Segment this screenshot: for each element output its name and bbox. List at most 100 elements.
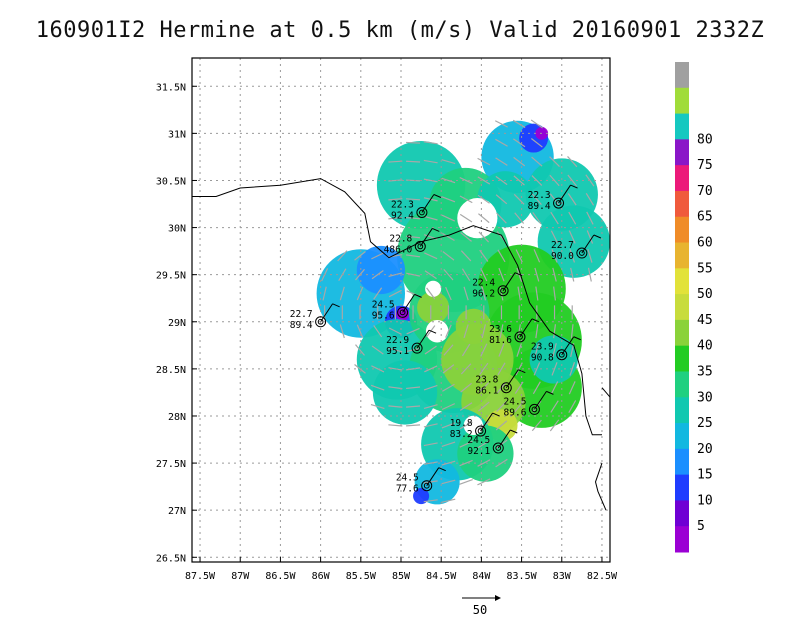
colorbar-label: 30 — [697, 390, 713, 405]
wind-vector — [460, 363, 472, 375]
wind-barb — [558, 184, 571, 204]
wind-vector — [534, 267, 540, 282]
colorbar-segment — [675, 474, 689, 501]
wind-vector — [460, 232, 472, 242]
wind-vector — [459, 478, 473, 485]
wind-vector — [569, 362, 576, 376]
wind-vector — [567, 174, 578, 187]
station-temp: 22.9 — [386, 335, 409, 346]
wind-vector — [498, 267, 505, 282]
wind-vector — [515, 249, 523, 263]
station-value: 89.4 — [528, 201, 551, 212]
wind-vector — [495, 157, 508, 166]
wind-barb — [426, 467, 440, 486]
wind-vector — [477, 176, 491, 185]
wind-vector — [441, 214, 456, 222]
wind-vector — [459, 195, 473, 204]
wind-barb — [402, 294, 416, 313]
station-ring — [514, 331, 526, 343]
y-tick-label: 30N — [168, 224, 186, 235]
wind-barb — [534, 391, 547, 410]
wind-vector — [442, 232, 455, 242]
station-ring-inner — [503, 384, 510, 391]
coastline-segment — [594, 462, 607, 511]
station-temp: 23.8 — [475, 375, 498, 386]
station-ring — [315, 316, 327, 328]
wind-vector — [480, 268, 488, 282]
y-tick-label: 27.5N — [156, 459, 186, 470]
colorbar-segment — [675, 294, 689, 321]
wind-vector — [553, 324, 557, 339]
wind-vector — [477, 194, 490, 204]
station-ring-inner — [423, 482, 430, 489]
dropsonde-station: 23.990.8 — [531, 336, 581, 364]
y-tick-label: 29.5N — [156, 271, 186, 282]
wind-barb-flag — [438, 467, 446, 472]
wind-vector — [460, 382, 472, 393]
wind-vector — [552, 343, 557, 357]
wind-vector — [423, 442, 438, 447]
y-axis-ticks: 26.5N 27N 27.5N 28N 28.5N 29N 29.5N 30N 30.5N 31N… — [156, 82, 197, 564]
wind-vector — [461, 268, 471, 281]
wind-barb-flag — [531, 318, 540, 323]
wind-vector — [406, 367, 421, 371]
colorbar-label: 15 — [697, 468, 713, 483]
wind-vector — [356, 324, 364, 338]
colorbar-label: 45 — [697, 313, 713, 328]
wind-vector — [549, 174, 560, 187]
wind-vector — [477, 157, 491, 166]
x-tick-label: 85.5W — [346, 571, 377, 582]
station-temp: 23.9 — [531, 342, 554, 353]
wind-vector — [442, 364, 455, 374]
colorbar-segment — [675, 190, 689, 218]
wind-vector — [568, 230, 576, 244]
wind-vector — [495, 138, 508, 147]
dropsonde-station: 22.392.4 — [391, 194, 442, 221]
wind-vector — [388, 424, 403, 427]
wind-vector — [477, 459, 491, 467]
dropsonde-station: 22.995.1 — [386, 329, 437, 357]
wind-vector — [517, 324, 521, 339]
x-tick-label: 84.5W — [426, 571, 457, 582]
colorbar-label: 35 — [697, 364, 713, 379]
wind-speed-cell — [455, 308, 492, 345]
station-ring — [556, 349, 568, 361]
station-temp: 22.3 — [528, 190, 551, 201]
coastline — [192, 178, 610, 511]
wind-vector — [442, 383, 455, 392]
wind-vector — [568, 211, 577, 225]
wind-barb-flag — [492, 412, 500, 417]
wind-vector — [478, 231, 490, 243]
wind-vector — [495, 458, 508, 468]
station-ring-inner — [558, 351, 565, 358]
wind-vector — [497, 362, 506, 376]
wind-vector — [388, 327, 402, 335]
station-ring — [416, 206, 428, 218]
wind-vector — [552, 267, 557, 282]
wind-barb-flag — [546, 390, 554, 395]
x-tick-label: 86W — [312, 571, 331, 582]
wind-vector — [423, 159, 438, 164]
wind-vector — [530, 119, 543, 129]
wind-vector — [499, 324, 504, 339]
wind-vector — [516, 343, 522, 357]
colorbar-segment — [675, 397, 689, 424]
station-temp: 19.8 — [450, 418, 473, 429]
dropsonde-station: 23.886.1 — [475, 369, 526, 397]
wind-vector — [356, 286, 364, 301]
dropsonde-station: 22.789.4 — [290, 303, 340, 331]
colorbar-segment — [675, 500, 689, 527]
station-temp: 22.3 — [391, 199, 414, 210]
wind-vector — [423, 384, 438, 391]
station-value: 86.1 — [475, 386, 498, 397]
wind-vector — [533, 362, 541, 376]
station-value: 77.6 — [396, 484, 419, 495]
station-ring-inner — [317, 318, 324, 325]
wind-vector — [424, 365, 438, 373]
wind-vector — [587, 248, 593, 263]
station-ring — [475, 425, 487, 437]
wind-vector — [513, 156, 526, 167]
wind-vector — [477, 478, 491, 486]
